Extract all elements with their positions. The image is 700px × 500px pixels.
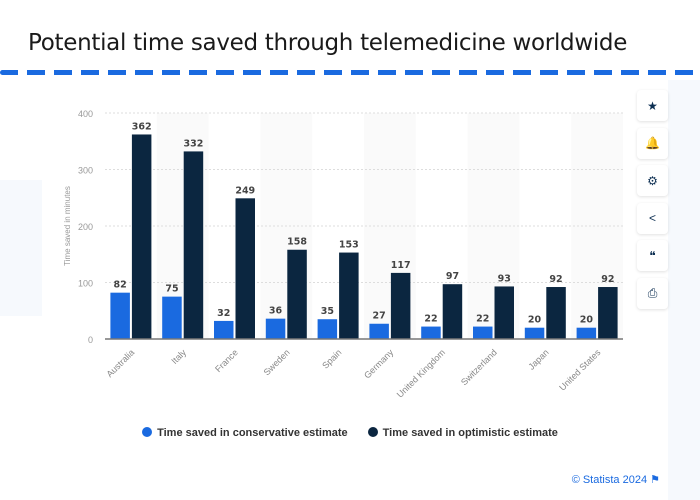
bar-conservative [110, 292, 130, 339]
bar-conservative [162, 296, 182, 339]
share-icon: < [648, 211, 656, 225]
x-tick-label: Germany [362, 347, 396, 381]
flag-icon: ⚑ [650, 474, 660, 486]
data-label: 92 [549, 274, 562, 285]
bar-optimistic [390, 272, 411, 339]
data-label: 27 [373, 311, 386, 322]
data-label: 20 [580, 315, 594, 326]
data-label: 93 [498, 273, 511, 284]
bell-icon: 🔔 [645, 136, 660, 150]
legend-label: Time saved in optimistic estimate [382, 427, 558, 439]
data-label: 32 [217, 308, 230, 319]
bar-optimistic [546, 287, 566, 339]
x-tick-label: Switzerland [459, 347, 499, 387]
bar-optimistic [131, 134, 152, 339]
x-tick-label: United States [557, 347, 603, 393]
x-tick-label: Japan [526, 347, 550, 371]
background-panel-right [668, 80, 700, 500]
data-label: 117 [391, 260, 411, 271]
star-icon: ★ [647, 98, 658, 113]
x-tick-label: Spain [320, 347, 343, 370]
bar-optimistic [339, 252, 359, 339]
legend-marker [142, 427, 153, 437]
data-label: 362 [132, 121, 152, 132]
star-button[interactable]: ★ [637, 90, 668, 121]
quote-icon: ❝ [649, 248, 656, 263]
y-tick-label: 200 [78, 222, 93, 232]
data-label: 97 [446, 271, 459, 282]
legend-item[interactable]: Time saved in conservative estimate [142, 427, 348, 439]
y-tick-label: 400 [78, 109, 93, 119]
data-label: 75 [165, 284, 178, 295]
y-axis-label: Time saved in minutes [63, 186, 72, 266]
data-label: 92 [601, 274, 614, 285]
y-tick-label: 300 [78, 166, 93, 176]
legend-marker [367, 427, 378, 437]
print-button[interactable]: ⎙ [637, 277, 668, 309]
x-tick-label: Italy [169, 347, 188, 366]
page-title: Potential time saved through telemedicin… [28, 30, 628, 56]
statista-credit[interactable]: © Statista 2024 ⚑ [571, 474, 660, 486]
x-tick-label: France [213, 347, 240, 374]
y-tick-label: 100 [78, 279, 93, 289]
bar-conservative [473, 326, 493, 339]
y-tick-label: 0 [88, 335, 93, 345]
dashed-divider [0, 70, 700, 75]
bar-conservative [576, 327, 597, 339]
bar-conservative [317, 319, 338, 339]
share-button[interactable]: < [637, 202, 668, 234]
bar-optimistic [442, 284, 463, 339]
data-label: 158 [287, 237, 307, 248]
gear-button[interactable]: ⚙ [637, 165, 668, 196]
legend-label: Time saved in conservative estimate [157, 427, 348, 439]
data-label: 82 [114, 280, 127, 291]
data-label: 22 [424, 314, 437, 325]
legend: Time saved in conservative estimate Time … [0, 427, 700, 439]
quote-button[interactable]: ❝ [637, 240, 668, 271]
bar-conservative [421, 326, 441, 339]
gear-icon: ⚙ [647, 173, 658, 188]
x-tick-label: Sweden [262, 347, 292, 377]
bar-optimistic [183, 151, 204, 339]
x-tick-label: United Kingdom [395, 347, 447, 399]
data-label: 153 [339, 240, 359, 251]
bar-conservative [369, 323, 389, 339]
bar-conservative [214, 320, 234, 339]
print-icon: ⎙ [647, 285, 658, 300]
bar-optimistic [287, 249, 307, 339]
data-label: 332 [184, 138, 204, 149]
data-label: 36 [269, 306, 283, 317]
data-label: 35 [321, 306, 334, 317]
bar-optimistic [494, 286, 514, 339]
bar-conservative [265, 318, 286, 339]
data-label: 249 [235, 185, 255, 196]
legend-item[interactable]: Time saved in optimistic estimate [367, 427, 558, 439]
data-label: 20 [528, 315, 542, 326]
toolbar: ★ 🔔 ⚙ < ❝ ⎙ [637, 90, 668, 315]
bar-chart: 0 100 200 300 400 Time saved in minutes 82 362 A… [63, 109, 623, 400]
bar-optimistic [235, 198, 255, 339]
background-panel-left [0, 180, 42, 316]
bar-conservative [524, 327, 545, 339]
x-tick-label: Australia [104, 347, 136, 379]
bar-optimistic [598, 287, 618, 339]
bell-button[interactable]: 🔔 [637, 127, 668, 159]
data-label: 22 [476, 314, 489, 325]
